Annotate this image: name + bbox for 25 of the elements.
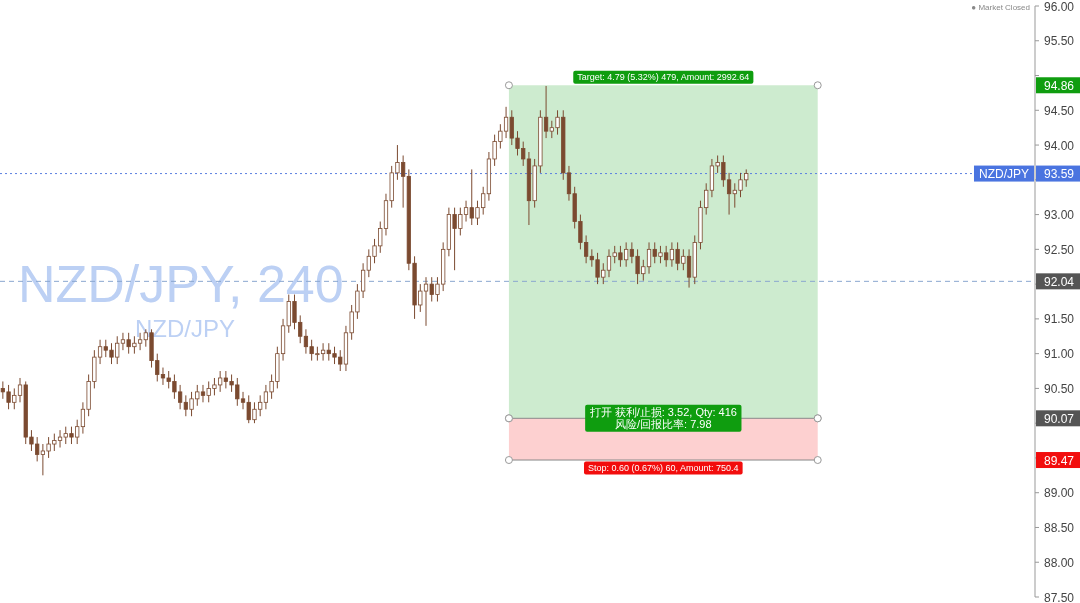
annotation: 92.04 [1044,274,1075,289]
y-tick-label: 88.00 [1044,555,1075,570]
y-tick-label: 88.50 [1044,520,1075,535]
y-tick-label: 92.50 [1044,242,1075,257]
y-tick-label: 87.50 [1044,590,1075,603]
y-tick-label: 94.00 [1044,138,1075,153]
annotation: ● Market Closed [971,3,1030,12]
y-tick-label: 90.50 [1044,381,1075,396]
y-tick-label: 94.50 [1044,103,1075,118]
annotation: 89.47 [1044,453,1075,468]
band-label: Stop: 0.60 (0.67%) 60, Amount: 750.4 [588,463,739,474]
text: NZD/JPY [135,315,236,342]
band-label: Target: 4.79 (5.32%) 479, Amount: 2992.64 [577,72,750,83]
y-tick-label: 91.50 [1044,312,1075,327]
y-tick-label: 95.50 [1044,34,1075,49]
annotation: 93.59 [1044,167,1075,182]
y-tick-label: 96.00 [1044,0,1075,14]
annotation: 打开 获利/止损: 3.52, Qty: 416 风险/回报比率: 7.98 [588,406,737,431]
text: NZD/JPY, 240 [18,255,344,313]
ref-line-label: NZD/JPY [978,167,1029,182]
y-tick-label: 91.00 [1044,347,1075,362]
y-tick-label: 89.00 [1044,486,1075,501]
y-tick-label: 93.00 [1044,208,1075,223]
annotation: 90.07 [1044,411,1075,426]
annotation: 94.86 [1044,78,1075,93]
